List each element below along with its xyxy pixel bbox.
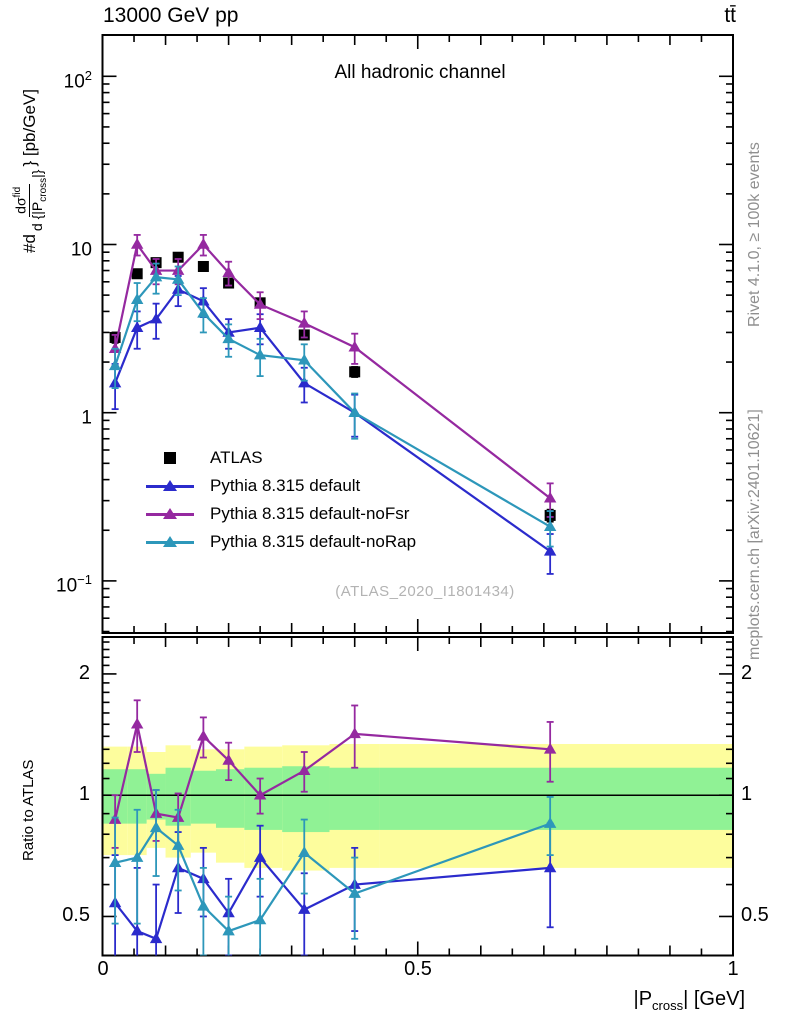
main-y-tick-label: 1 — [81, 407, 92, 429]
ratio-series-pythia-norap — [108, 789, 557, 956]
legend-item: Pythia 8.315 default-noRap — [146, 528, 416, 556]
x-tick-label: 0.5 — [404, 958, 432, 980]
ratio-y-tick-label-right: 1 — [741, 783, 753, 805]
analysis-watermark: (ATLAS_2020_I1801434) — [335, 583, 515, 600]
mcplots-source-note: mcplots.cern.ch [arXiv:2401.10621] — [746, 409, 763, 660]
main-series-pythia-norap — [108, 262, 557, 548]
ratio-y-tick-label-right: 2 — [741, 662, 753, 684]
ratio-y-tick-label-left: 0.5 — [62, 904, 90, 926]
triangle-marker-icon — [146, 507, 198, 521]
ratio-y-tick-label-left: 1 — [78, 783, 90, 805]
ylabel-fraction: dσfid d {|Pcross|} — [12, 169, 49, 233]
legend-label: Pythia 8.315 default-noRap — [210, 532, 417, 551]
legend-item: Pythia 8.315 default — [146, 472, 416, 500]
process-label: tt̄ — [724, 4, 736, 27]
triangle-marker-icon — [146, 479, 198, 493]
legend-label: ATLAS — [210, 448, 263, 467]
ylabel-denominator: d {|Pcross|} — [29, 169, 49, 232]
ylabel-suffix: } [pb/GeV] — [20, 89, 40, 167]
legend: ATLAS Pythia 8.315 default Pythia 8.315 de… — [146, 444, 416, 556]
legend-label: Pythia 8.315 default-noFsr — [210, 504, 410, 523]
main-y-tick-label: 102 — [63, 68, 92, 93]
legend-item: Pythia 8.315 default-noFsr — [146, 500, 416, 528]
ratio-y-tick-label-left: 2 — [78, 662, 90, 684]
main-y-tick-label: 10 — [70, 239, 92, 261]
x-axis-label: |Pcross| [GeV] — [633, 988, 746, 1013]
beam-energy-label: 13000 GeV pp — [103, 4, 239, 27]
legend-label: Pythia 8.315 default — [210, 476, 361, 495]
ylabel-prefix: #d — [20, 234, 40, 253]
panel-title: All hadronic channel — [334, 62, 506, 83]
main-panel-frame — [101, 34, 734, 634]
main-y-tick-label: 10−1 — [56, 572, 92, 597]
x-tick-label: 0 — [97, 958, 109, 980]
rivet-version-note: Rivet 4.1.0, ≥ 100k events — [746, 142, 763, 327]
legend-item: ATLAS — [146, 444, 416, 472]
x-tick-label: 1 — [727, 958, 739, 980]
ylabel-numerator: dσfid — [12, 183, 31, 217]
ratio-y-tick-label-right: 0.5 — [741, 904, 769, 926]
triangle-marker-icon — [146, 535, 198, 549]
ratio-panel-frame — [101, 636, 734, 957]
ratio-y-axis-label: Ratio to ATLAS — [20, 759, 37, 861]
main-y-axis-label: #d dσfid d {|Pcross|}} [pb/GeV] — [12, 89, 49, 253]
square-marker-icon — [146, 451, 198, 465]
main-series-pythia-nofsr — [108, 234, 557, 518]
ratio-band-green — [102, 766, 733, 833]
